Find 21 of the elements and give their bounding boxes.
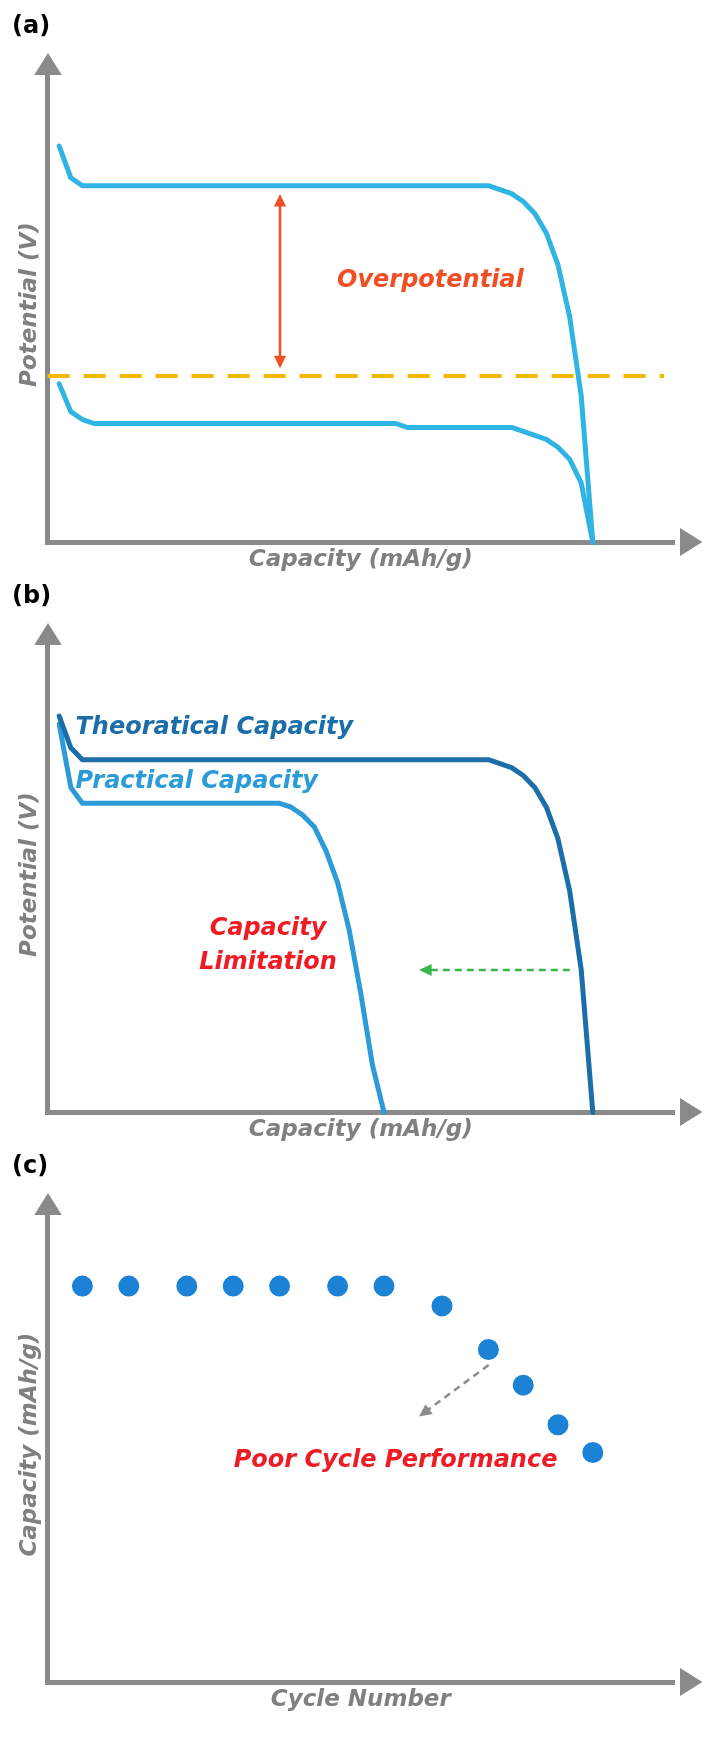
point: [509, 1371, 537, 1399]
x-axis-title: Cycle Number: [270, 1685, 453, 1712]
annotation: Poor Cycle Performance: [233, 1444, 558, 1473]
point: [370, 1272, 398, 1300]
point: [544, 1411, 572, 1439]
series-label: Practical Capacity: [75, 765, 320, 794]
point: [428, 1292, 456, 1320]
y-axis-title: Potential (V): [14, 222, 41, 387]
x-axis-title: Capacity (mAh/g): [248, 545, 473, 572]
annotation: Capacity Limitation: [199, 913, 337, 976]
chart-title: (c): [12, 1150, 49, 1179]
y-axis-title: Potential (V): [14, 792, 41, 957]
point: [173, 1272, 201, 1300]
chart-title: (a): [12, 10, 51, 39]
point: [115, 1272, 143, 1300]
x-axis-title: Capacity (mAh/g): [248, 1115, 473, 1142]
y-axis-title: Capacity (mAh/g): [14, 1332, 41, 1557]
annotation: Overpotential: [337, 265, 525, 294]
point: [219, 1272, 247, 1300]
series-label: Theoratical Capacity: [75, 712, 355, 741]
chart-title: (b): [12, 580, 52, 609]
